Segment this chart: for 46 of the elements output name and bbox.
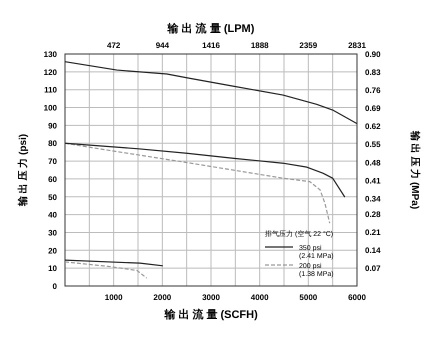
y2-tick-label: 0.21	[365, 228, 382, 237]
y2-tick-label: 0.69	[365, 104, 382, 114]
x-tick-label: 5000	[299, 293, 318, 302]
line-series	[64, 261, 148, 279]
y-tick-label: 50	[48, 192, 58, 202]
y2-tick-label: 0.55	[365, 140, 382, 150]
y-tick-label: 80	[48, 139, 58, 148]
y-tick-label: 120	[44, 68, 58, 77]
y-tick-label: 90	[48, 121, 58, 130]
y2-tick-label: 0.34	[365, 194, 382, 204]
x2-tick-label: 2359	[299, 41, 318, 50]
y2-tick-label: 0.48	[365, 158, 382, 168]
y2-tick-label: 0.76	[365, 86, 382, 96]
y-axis-title: 输 出 压 力 (psi)	[17, 134, 29, 208]
y2-tick-label: 0.90	[365, 50, 382, 59]
y2-tick-label: 0.14	[365, 246, 382, 255]
x-tick-label: 3000	[202, 293, 220, 302]
y-tick-label: 20	[48, 246, 58, 256]
y2-tick-label: 0.28	[365, 210, 382, 219]
line-series	[64, 142, 346, 198]
y-tick-label: 110	[44, 86, 58, 95]
y2-axis-title: 输 出 压 力 (MPa)	[409, 130, 421, 210]
x2-tick-label: 472	[107, 41, 121, 50]
x2-axis-title: 输 出 流 量 (LPM)	[166, 22, 255, 35]
y-tick-label: 30	[48, 228, 58, 238]
y-tick-label: 130	[44, 50, 58, 59]
x-tick-label: 1000	[104, 293, 124, 302]
x-tick-label: 4000	[250, 293, 270, 302]
x-axis-title: 输 出 流 量 (SCFH)	[163, 308, 258, 321]
y-tick-label: 70	[48, 157, 58, 166]
x-tick-label: 2000	[153, 293, 172, 302]
y-tick-label: 60	[48, 174, 58, 184]
x-tick-label: 6000	[348, 293, 366, 302]
line-series	[64, 61, 358, 124]
y-tick-label: 0	[52, 282, 58, 291]
y2-tick-label: 0.62	[365, 122, 382, 132]
y-tick-label: 40	[48, 210, 58, 220]
y2-tick-label: 0.83	[365, 68, 382, 78]
x2-tick-label: 1888	[250, 41, 270, 50]
y2-tick-label: 0.41	[365, 176, 382, 186]
x2-tick-label: 1416	[202, 41, 220, 50]
y-tick-label: 10	[48, 264, 58, 274]
x2-tick-label: 2831	[348, 41, 366, 50]
x2-tick-label: 944	[156, 41, 170, 50]
y-tick-label: 100	[44, 104, 58, 113]
y2-tick-label: 0.07	[365, 264, 382, 273]
